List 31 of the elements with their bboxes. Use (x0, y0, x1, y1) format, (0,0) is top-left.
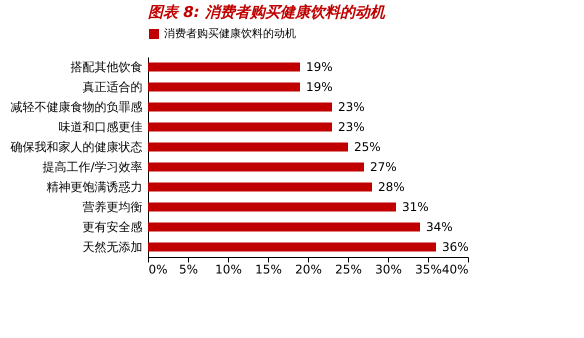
x-tick-label: 35% (415, 262, 442, 276)
y-tick-label: 精神更饱满诱惑力 (46, 180, 142, 194)
x-tick-label: 10% (215, 262, 242, 276)
y-tick-label: 真正适合的 (82, 80, 142, 94)
x-tick-label: 0% (148, 262, 168, 276)
data-label: 19% (306, 80, 333, 94)
x-tick-label: 20% (295, 262, 322, 276)
data-label: 23% (338, 120, 365, 134)
y-tick-label: 提高工作/学习效率 (42, 160, 142, 174)
x-tick-label: 25% (335, 262, 362, 276)
x-tick-label: 30% (375, 262, 402, 276)
y-tick-label: 天然无添加 (82, 240, 142, 254)
data-label: 31% (402, 200, 429, 214)
data-label: 25% (354, 140, 381, 154)
y-tick-label: 更有安全感 (82, 220, 142, 234)
data-label: 36% (442, 240, 469, 254)
legend-label: 消费者购买健康饮料的动机 (164, 27, 296, 40)
x-tick-label: 5% (178, 262, 198, 276)
data-label: 28% (378, 180, 405, 194)
data-label: 19% (306, 60, 333, 74)
chart-title: 图表 8: 消费者购买健康饮料的动机 (148, 3, 386, 21)
data-label: 27% (370, 160, 397, 174)
data-label: 34% (426, 220, 453, 234)
y-tick-label: 减轻不健康食物的负罪感 (10, 100, 142, 114)
x-tick-label: 15% (255, 262, 282, 276)
x-tick-label: 40% (442, 262, 468, 276)
y-tick-label: 搭配其他饮食 (70, 60, 142, 74)
y-tick-label: 味道和口感更佳 (58, 120, 142, 134)
data-label: 23% (338, 100, 365, 114)
y-tick-label: 营养更均衡 (82, 200, 142, 214)
y-tick-label: 确保我和家人的健康状态 (10, 140, 142, 154)
